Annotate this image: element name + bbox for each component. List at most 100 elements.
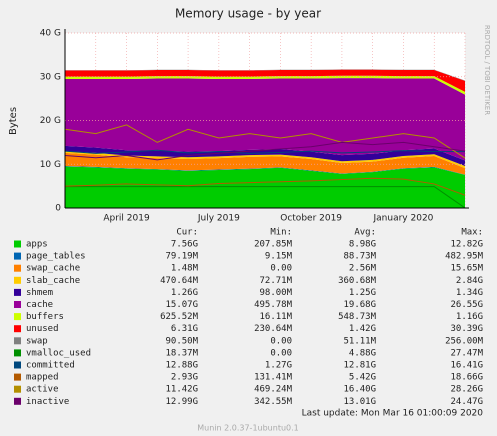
legend-swatch xyxy=(14,361,21,369)
stat-value: 2.56M xyxy=(349,264,377,274)
stat-value: 30.39G xyxy=(450,324,483,334)
stat-value: 0.00 xyxy=(270,336,292,346)
stat-value: 1.26G xyxy=(171,288,198,298)
stat-value: 230.64M xyxy=(254,324,293,334)
line xyxy=(64,177,466,196)
legend-swatch xyxy=(14,325,21,333)
stat-value: 19.68G xyxy=(343,300,376,310)
stat-value: 24.47G xyxy=(450,397,483,407)
stat-value: 11.42G xyxy=(165,385,198,395)
legend-swatch xyxy=(14,252,21,260)
area xyxy=(65,75,465,95)
legend-label: slab_cache xyxy=(26,276,80,286)
x-tick-label: April 2019 xyxy=(103,214,150,224)
stat-value: 12.99G xyxy=(165,397,198,407)
stat-value: 1.27G xyxy=(265,361,292,371)
area xyxy=(65,151,465,169)
legend-label: cache xyxy=(26,300,53,310)
stat-value: 16.41G xyxy=(450,361,483,371)
y-tick-label: 20 G xyxy=(40,116,61,126)
legend-label: page_tables xyxy=(26,252,86,262)
last-update: Last update: Mon Mar 16 01:00:09 2020 xyxy=(302,409,484,419)
stat-value: 13.01G xyxy=(343,397,376,407)
stat-value: 1.48M xyxy=(171,264,199,274)
legend-label: active xyxy=(26,385,59,395)
line xyxy=(64,149,466,154)
stat-value: 1.34G xyxy=(456,288,483,298)
stat-value: 0.00 xyxy=(270,264,292,274)
stat-header: Avg: xyxy=(354,228,376,238)
area xyxy=(65,166,465,175)
stat-value: 5.42G xyxy=(349,373,376,383)
stat-value: 360.68M xyxy=(338,276,377,286)
stat-value: 9.15M xyxy=(265,252,293,262)
legend-swatch xyxy=(14,385,21,393)
stat-value: 8.98G xyxy=(349,240,376,250)
legend-swatch xyxy=(14,373,21,381)
stat-value: 18.37M xyxy=(165,348,198,358)
legend-label: vmalloc_used xyxy=(26,348,91,358)
legend-label: unused xyxy=(26,324,59,334)
stat-value: 18.66G xyxy=(450,373,483,383)
stat-value: 12.82G xyxy=(450,240,483,250)
legend-swatch xyxy=(14,337,21,345)
stat-value: 16.40G xyxy=(343,385,376,395)
legend-swatch xyxy=(14,313,21,321)
stat-value: 88.73M xyxy=(343,252,376,262)
stat-value: 470.64M xyxy=(160,276,199,286)
stat-value: 15.65M xyxy=(450,264,483,274)
line xyxy=(65,186,466,209)
stat-value: 16.11M xyxy=(259,312,292,322)
legend-label: inactive xyxy=(26,397,69,407)
y-axis-label: Bytes xyxy=(8,107,19,135)
stat-value: 342.55M xyxy=(254,397,293,407)
legend-swatch xyxy=(14,288,21,296)
legend-label: swap_cache xyxy=(26,264,80,274)
footer: Munin 2.0.37-1ubuntu0.1 xyxy=(197,424,299,433)
stat-value: 2.93G xyxy=(171,373,198,383)
y-tick-label: 40 G xyxy=(40,29,61,39)
stat-value: 12.81G xyxy=(343,361,376,371)
stat-value: 207.85M xyxy=(254,240,293,250)
stat-value: 0.00 xyxy=(270,348,292,358)
stat-value: 26.55G xyxy=(450,300,483,310)
legend-swatch xyxy=(14,276,21,284)
stat-value: 2.84G xyxy=(456,276,483,286)
legend-swatch xyxy=(14,264,21,272)
x-tick-label: July 2019 xyxy=(197,214,240,224)
x-tick-label: January 2020 xyxy=(373,214,434,224)
stat-value: 131.41M xyxy=(254,373,293,383)
area xyxy=(65,152,465,175)
stat-value: 51.11M xyxy=(343,336,376,346)
legend-swatch xyxy=(14,349,21,357)
stat-header: Cur: xyxy=(176,228,198,238)
legend-label: buffers xyxy=(26,312,64,322)
legend-label: shmem xyxy=(26,288,53,298)
stat-value: 256.00M xyxy=(445,336,484,346)
legend-swatch xyxy=(14,240,21,248)
stat-value: 1.42G xyxy=(349,324,376,334)
stat-value: 6.31G xyxy=(171,324,198,334)
stat-header: Max: xyxy=(461,228,483,238)
x-tick-label: October 2019 xyxy=(280,214,342,224)
stat-value: 495.78M xyxy=(254,300,293,310)
area xyxy=(65,78,465,161)
legend-label: swap xyxy=(26,336,48,346)
stat-value: 482.95M xyxy=(445,252,484,262)
stat-value: 27.47M xyxy=(450,348,483,358)
stat-value: 1.25G xyxy=(349,288,376,298)
stat-value: 548.73M xyxy=(338,312,377,322)
stat-value: 12.88G xyxy=(165,361,198,371)
legend-swatch xyxy=(14,397,21,405)
y-tick-label: 10 G xyxy=(40,160,61,170)
legend-label: mapped xyxy=(26,373,59,383)
y-tick-label: 0 xyxy=(55,204,61,214)
stat-header: Min: xyxy=(270,228,292,238)
line xyxy=(64,141,466,161)
stat-value: 4.88G xyxy=(349,348,376,358)
chart-title: Memory usage - by year xyxy=(175,7,321,21)
legend-label: apps xyxy=(26,240,48,250)
area xyxy=(65,166,465,208)
stat-value: 98.00M xyxy=(259,288,292,298)
